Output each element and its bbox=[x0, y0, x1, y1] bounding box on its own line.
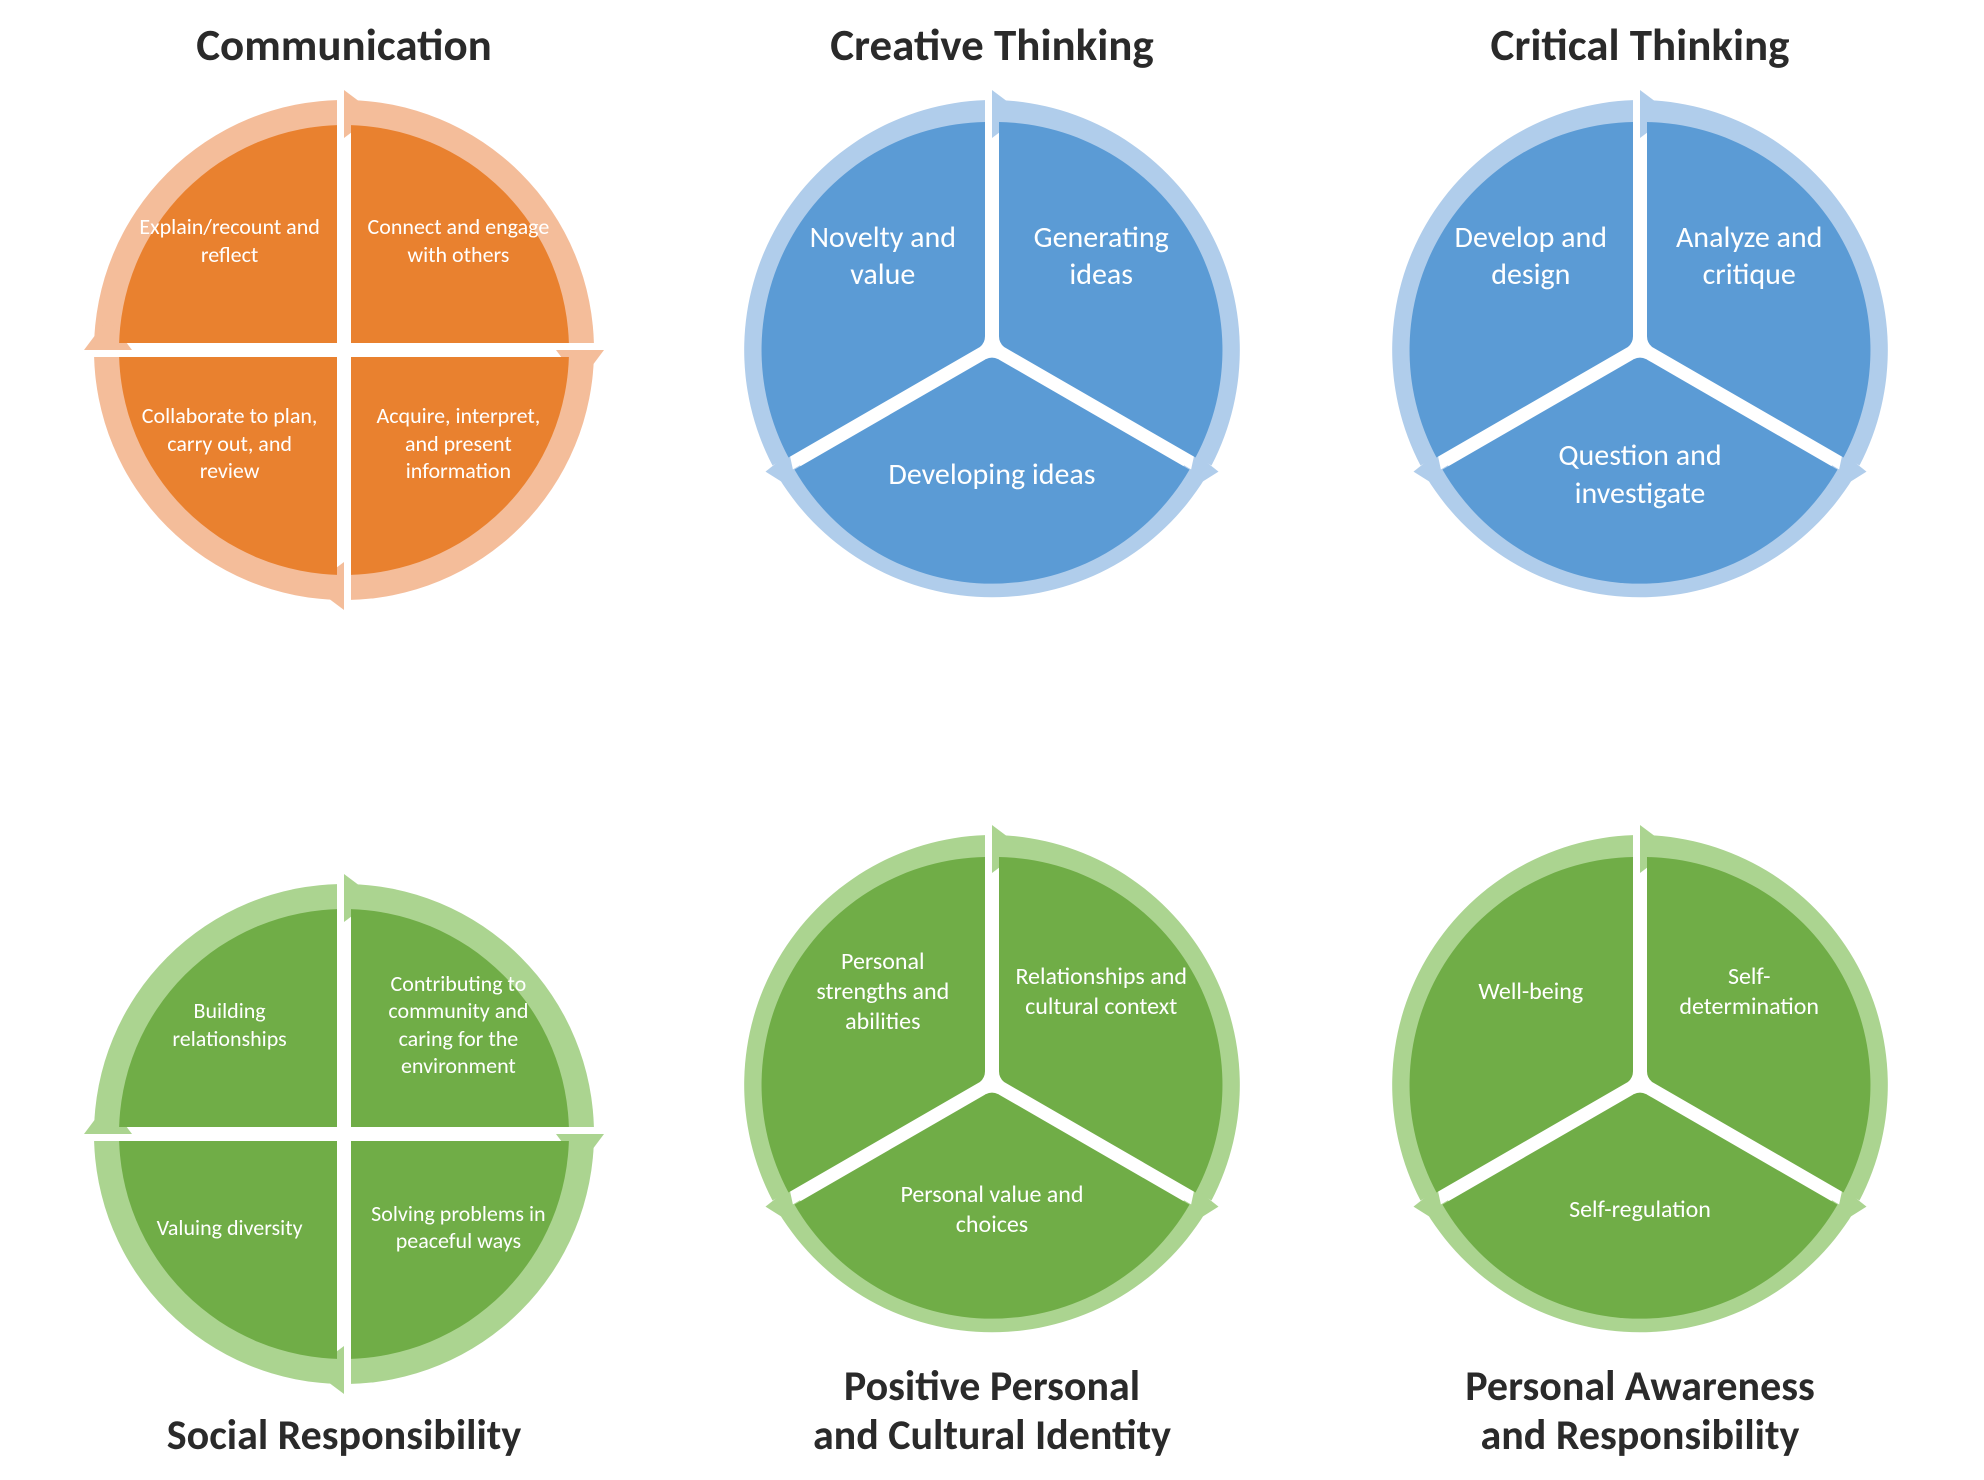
wheel-critical-thinking: Develop and design Analyze and critique … bbox=[1380, 90, 1900, 610]
arrow-ring bbox=[84, 874, 604, 1394]
title-critical-thinking: Critical Thinking bbox=[1491, 20, 1790, 72]
cell-positive-personal: Personal strengths and abilities Relatio… bbox=[688, 750, 1296, 1460]
cell-critical-thinking: Critical Thinking Develop and design bbox=[1336, 20, 1944, 730]
fill-segments bbox=[1410, 122, 1871, 584]
wheel-svg-4seg bbox=[84, 874, 604, 1394]
wheel-svg-3seg bbox=[732, 90, 1252, 610]
fill-segments bbox=[119, 125, 569, 575]
fill-segments bbox=[119, 909, 569, 1359]
wheel-personal-awareness: Well-being Self-determination Self-regul… bbox=[1380, 825, 1900, 1345]
competency-wheel-grid: Communication bbox=[40, 20, 1944, 1460]
cell-personal-awareness: Well-being Self-determination Self-regul… bbox=[1336, 750, 1944, 1460]
wheel-social-responsibility: Building relationships Contributing to c… bbox=[84, 874, 604, 1394]
wheel-svg-3seg bbox=[1380, 90, 1900, 610]
title-positive-personal: Positive Personal and Cultural Identity bbox=[813, 1363, 1171, 1460]
title-communication: Communication bbox=[196, 20, 492, 72]
wheel-svg-3seg bbox=[1380, 825, 1900, 1345]
arrow-ring bbox=[84, 90, 604, 610]
wheel-creative-thinking: Novelty and value Generating ideas Devel… bbox=[732, 90, 1252, 610]
fill-segments bbox=[1410, 857, 1871, 1319]
title-creative-thinking: Creative Thinking bbox=[830, 20, 1154, 72]
title-social-responsibility: Social Responsibility bbox=[167, 1412, 521, 1460]
fill-segments bbox=[762, 122, 1223, 584]
title-personal-awareness: Personal Awareness and Responsibility bbox=[1465, 1363, 1814, 1460]
cell-social-responsibility: Building relationships Contributing to c… bbox=[40, 750, 648, 1460]
wheel-communication: Explain/recount and reflect Connect and … bbox=[84, 90, 604, 610]
wheel-svg-3seg bbox=[732, 825, 1252, 1345]
wheel-positive-personal: Personal strengths and abilities Relatio… bbox=[732, 825, 1252, 1345]
wheel-svg-4seg bbox=[84, 90, 604, 610]
cell-communication: Communication bbox=[40, 20, 648, 730]
cell-creative-thinking: Creative Thinking Novelty and value bbox=[688, 20, 1296, 730]
fill-segments bbox=[762, 857, 1223, 1319]
